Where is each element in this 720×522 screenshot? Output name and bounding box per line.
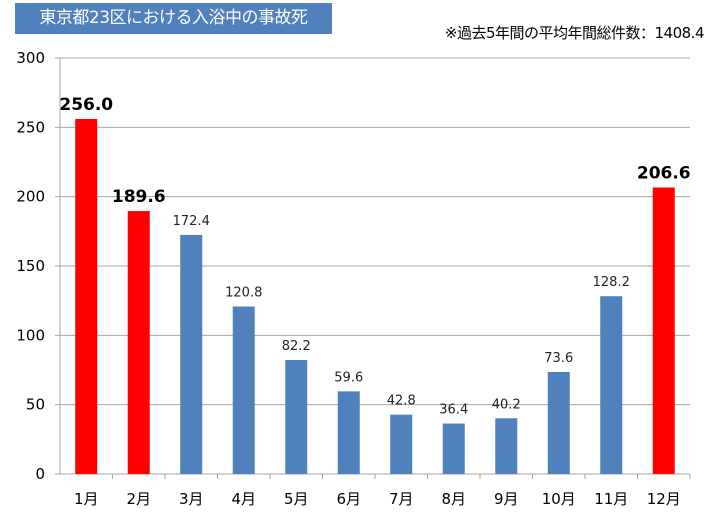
y-tick-label: 250 (16, 118, 45, 136)
x-tick-label: 11月 (594, 490, 628, 508)
bar (75, 119, 98, 474)
bar (547, 371, 570, 474)
data-label: 36.4 (439, 403, 468, 418)
data-label: 189.6 (112, 187, 166, 207)
x-tick-label: 10月 (542, 490, 576, 508)
data-label: 59.6 (334, 370, 363, 385)
y-tick-label: 0 (35, 465, 45, 483)
data-label: 82.2 (282, 339, 311, 354)
x-tick-label: 8月 (441, 490, 466, 508)
data-label: 42.8 (387, 394, 416, 409)
data-label: 256.0 (59, 95, 113, 115)
x-tick-label: 1月 (74, 490, 99, 508)
y-tick-label: 200 (16, 188, 45, 206)
bar (390, 414, 413, 474)
bar (495, 418, 518, 474)
bar (652, 187, 675, 475)
data-label: 128.2 (593, 275, 630, 290)
bar (442, 423, 465, 474)
data-label: 172.4 (173, 214, 210, 229)
average-note: ※過去5年間の平均年間総件数：1408.4 (444, 24, 705, 42)
bar (180, 234, 203, 474)
y-tick-label: 100 (16, 326, 45, 344)
y-tick-label: 150 (16, 257, 45, 275)
x-tick-label: 2月 (126, 490, 151, 508)
data-label: 40.2 (492, 397, 521, 412)
x-tick-label: 3月 (179, 490, 204, 508)
data-label: 206.6 (637, 164, 691, 184)
bar (127, 211, 150, 474)
x-tick-label: 12月 (647, 490, 681, 508)
x-tick-label: 7月 (389, 490, 414, 508)
x-tick-label: 5月 (284, 490, 309, 508)
bar (232, 306, 255, 474)
x-tick-label: 4月 (231, 490, 256, 508)
data-label: 120.8 (225, 285, 262, 300)
bar (600, 296, 623, 474)
x-tick-label: 9月 (494, 490, 519, 508)
chart-title: 東京都23区における入浴中の事故死 (15, 3, 332, 34)
bar (337, 391, 360, 474)
bar (285, 360, 308, 474)
x-tick-label: 6月 (336, 490, 361, 508)
y-tick-label: 50 (26, 396, 45, 414)
y-tick-label: 300 (16, 49, 45, 67)
data-label: 73.6 (544, 351, 573, 366)
